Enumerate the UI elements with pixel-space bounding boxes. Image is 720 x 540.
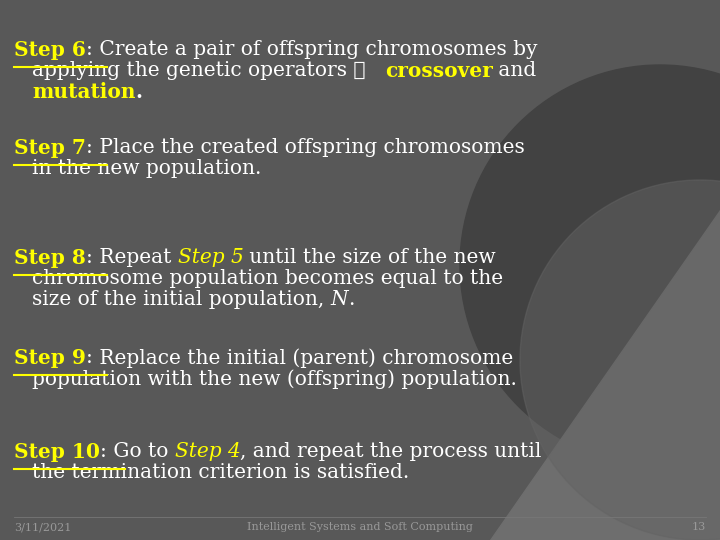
Text: the termination criterion is satisfied.: the termination criterion is satisfied. bbox=[32, 463, 409, 482]
Text: Intelligent Systems and Soft Computing: Intelligent Systems and Soft Computing bbox=[247, 522, 473, 532]
Text: :: : bbox=[86, 348, 93, 367]
Text: Go to: Go to bbox=[107, 442, 175, 461]
Text: Step 7: Step 7 bbox=[14, 138, 86, 158]
Circle shape bbox=[520, 180, 720, 540]
Text: 3/11/2021: 3/11/2021 bbox=[14, 522, 71, 532]
Text: Replace the initial (parent) chromosome: Replace the initial (parent) chromosome bbox=[93, 348, 513, 368]
Text: Repeat: Repeat bbox=[93, 248, 178, 267]
Text: Step 6: Step 6 bbox=[14, 40, 86, 60]
Text: crossover: crossover bbox=[384, 61, 492, 81]
Polygon shape bbox=[490, 210, 720, 540]
Text: .: . bbox=[135, 82, 143, 102]
Text: Create a pair of offspring chromosomes by: Create a pair of offspring chromosomes b… bbox=[93, 40, 537, 59]
Text: chromosome population becomes equal to the: chromosome population becomes equal to t… bbox=[32, 269, 503, 288]
Text: and: and bbox=[492, 61, 536, 80]
Text: :: : bbox=[86, 40, 93, 59]
Text: Step 9: Step 9 bbox=[14, 348, 86, 368]
Text: applying the genetic operators ⎕: applying the genetic operators ⎕ bbox=[32, 61, 384, 80]
Circle shape bbox=[460, 65, 720, 465]
Text: , and repeat the process until: , and repeat the process until bbox=[240, 442, 541, 461]
Text: Step 4: Step 4 bbox=[175, 442, 240, 461]
Text: in the new population.: in the new population. bbox=[32, 159, 261, 178]
Text: population with the new (offspring) population.: population with the new (offspring) popu… bbox=[32, 369, 517, 389]
Text: :: : bbox=[100, 442, 107, 461]
Text: Step 10: Step 10 bbox=[14, 442, 100, 462]
Text: N: N bbox=[330, 290, 348, 309]
Text: :: : bbox=[86, 138, 93, 157]
Text: Step 5: Step 5 bbox=[178, 248, 243, 267]
Text: 13: 13 bbox=[692, 522, 706, 532]
Text: until the size of the new: until the size of the new bbox=[243, 248, 496, 267]
Text: mutation: mutation bbox=[32, 82, 135, 102]
Text: .: . bbox=[348, 290, 355, 309]
Text: Step 8: Step 8 bbox=[14, 248, 86, 268]
Text: :: : bbox=[86, 248, 93, 267]
Text: Place the created offspring chromosomes: Place the created offspring chromosomes bbox=[93, 138, 524, 157]
Text: size of the initial population,: size of the initial population, bbox=[32, 290, 330, 309]
